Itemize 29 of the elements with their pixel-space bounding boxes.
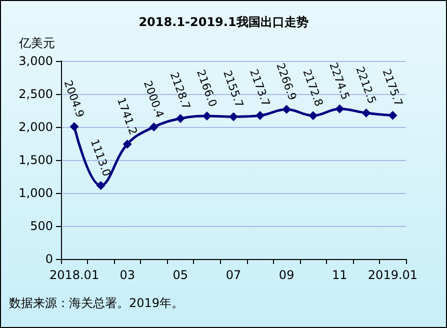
y-tick-label: 2,000 <box>18 120 53 134</box>
chart-title: 2018.1-2019.1我国出口走势 <box>138 15 308 29</box>
x-tick-label: 03 <box>120 268 135 282</box>
point <box>96 181 106 190</box>
y-tick-label: 500 <box>30 219 53 233</box>
x-tick-label: 2018.01 <box>49 268 100 282</box>
point <box>70 122 79 132</box>
y-tick-label: 3,000 <box>18 54 53 68</box>
x-tick-label: 11 <box>332 268 348 282</box>
point <box>149 122 158 132</box>
x-tick-label: 07 <box>226 268 242 282</box>
x-tick-label: 09 <box>278 268 294 282</box>
y-tick-label: 1,500 <box>18 153 53 167</box>
point <box>176 114 185 124</box>
x-tick-label: 05 <box>172 268 188 282</box>
y-tick-label: 2,500 <box>18 87 53 101</box>
point <box>335 104 344 114</box>
point <box>122 140 132 149</box>
point <box>308 111 318 120</box>
x-tick-label: 2019.01 <box>368 268 418 282</box>
y-axis-title: 亿美元 <box>18 36 55 50</box>
source-note: 数据来源：海关总署。2019年。 <box>9 296 184 310</box>
point <box>256 111 265 120</box>
point <box>388 110 398 120</box>
point <box>229 112 238 122</box>
y-tick-label: 1,000 <box>18 186 53 200</box>
y-tick-label: 0 <box>45 252 53 266</box>
point <box>282 104 292 114</box>
point <box>362 108 371 118</box>
